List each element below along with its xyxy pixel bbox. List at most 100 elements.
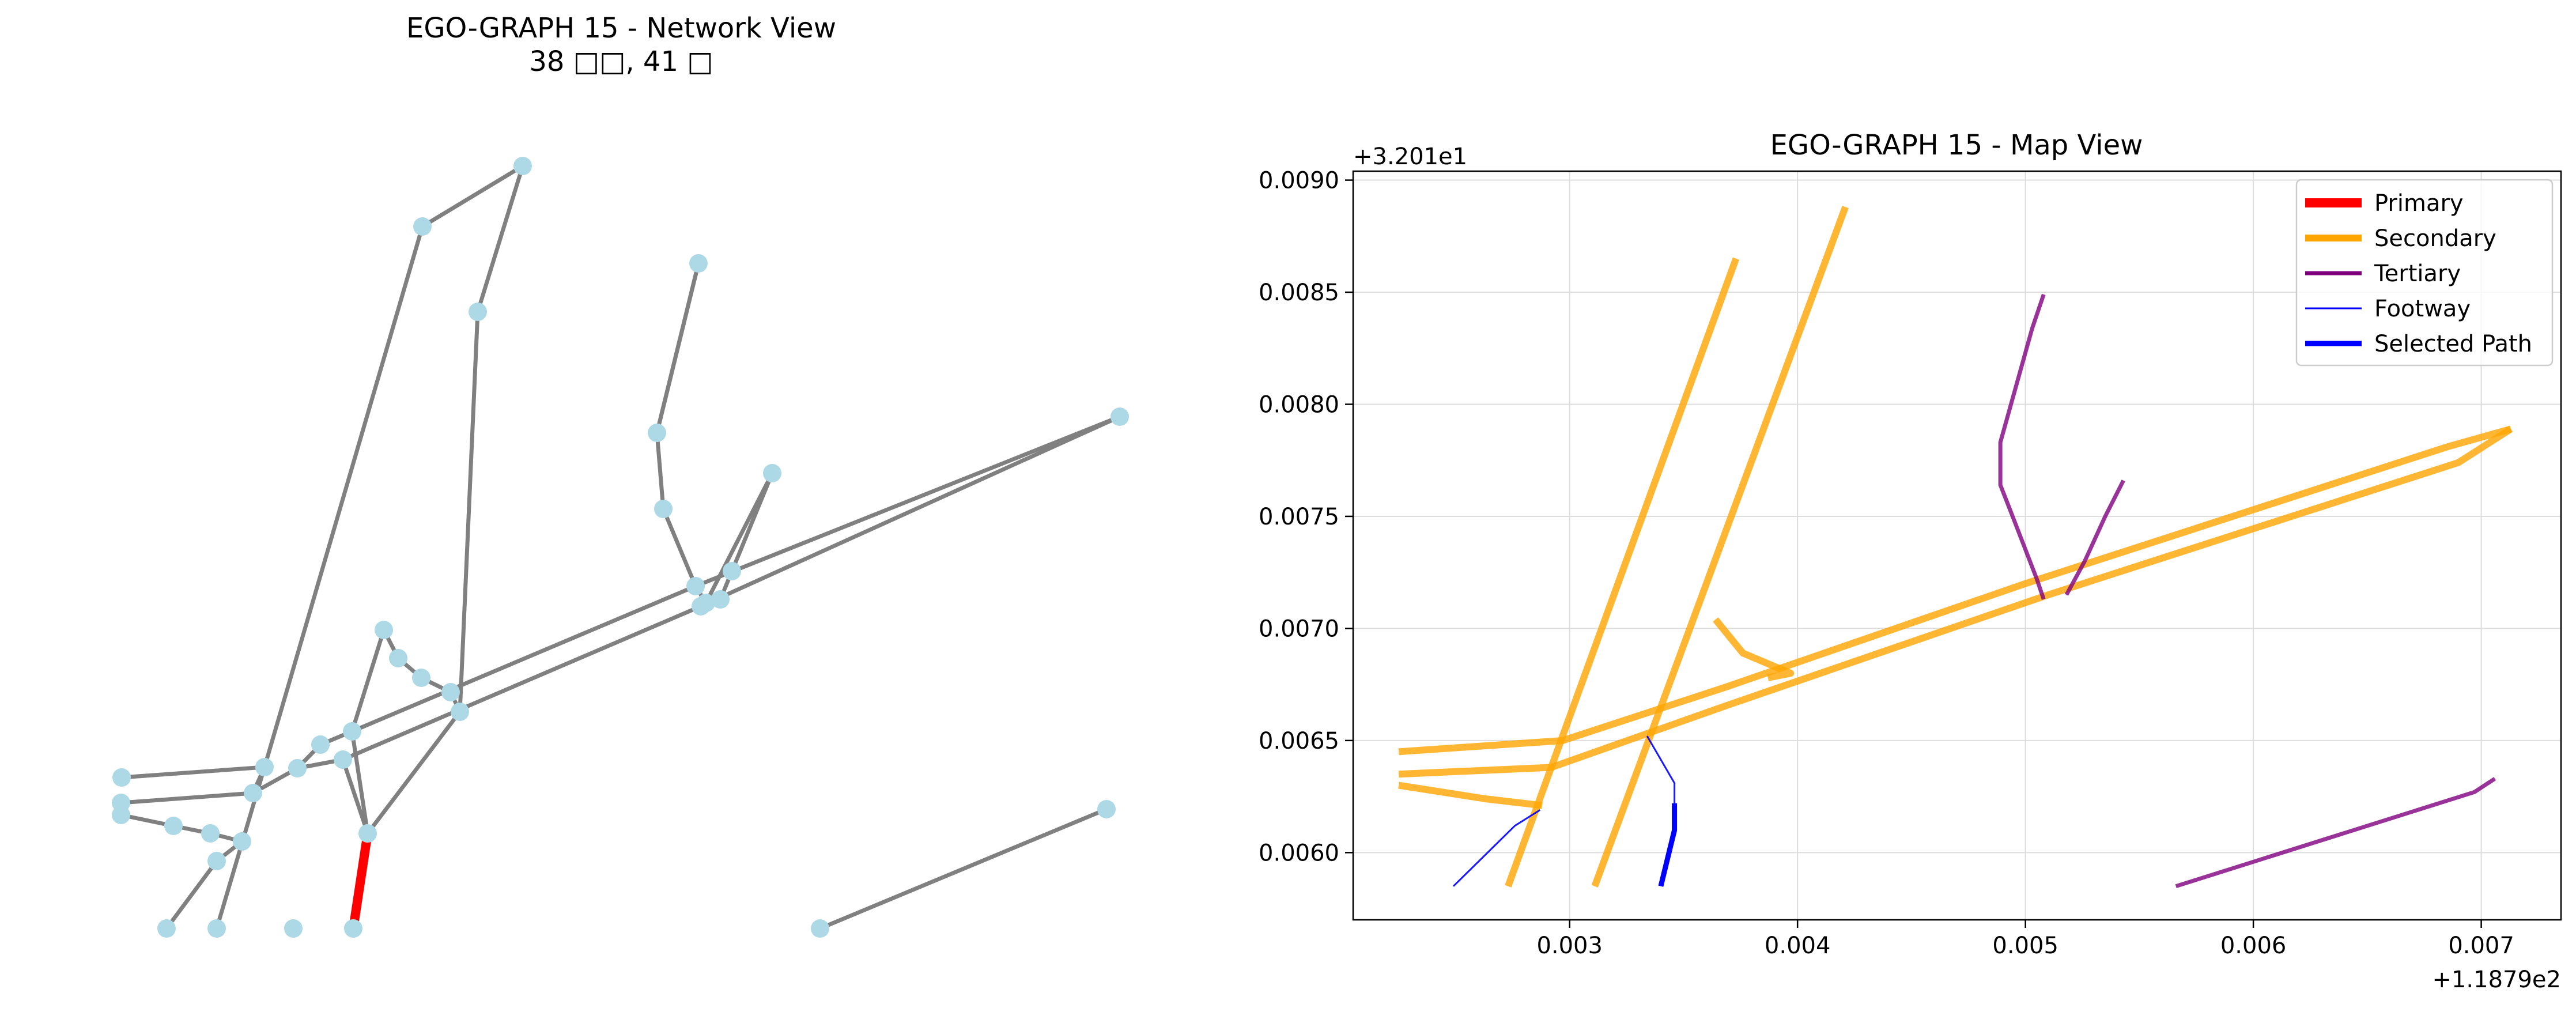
map-lines xyxy=(1398,206,2513,889)
network-edge xyxy=(164,859,219,931)
legend-box xyxy=(2295,179,2554,367)
map-road-tertiary xyxy=(1998,293,2046,600)
network-edge xyxy=(350,729,370,836)
network-node xyxy=(513,157,532,175)
network-node xyxy=(451,703,469,721)
network-node xyxy=(255,758,274,776)
y-tick-label: 0.0070 xyxy=(1259,616,1339,642)
map-road-secondary xyxy=(1398,425,2512,756)
map-road-footway xyxy=(1452,809,1541,887)
network-node xyxy=(648,424,666,442)
map-road-selected xyxy=(1658,803,1678,887)
network-node xyxy=(697,594,715,612)
map-road-secondary xyxy=(1398,426,2513,778)
network-node xyxy=(334,750,352,769)
network-edge xyxy=(350,628,386,734)
network-node xyxy=(723,562,741,580)
network-edge xyxy=(341,604,703,762)
map-y-ticks: 0.0060 0.0065 0.0070 0.0075 0.0080 0.0085 0.00… xyxy=(1259,168,1353,866)
map-panel: EGO-GRAPH 15 - Map View +3.201e1 +1.1879… xyxy=(1259,129,2562,993)
map-road-secondary xyxy=(1591,206,1849,888)
legend-items: Primary Secondary Tertiary Footway Selected … xyxy=(2305,190,2532,357)
network-edge xyxy=(420,164,525,229)
network-node xyxy=(654,500,673,518)
network-edge xyxy=(475,164,525,314)
network-node xyxy=(343,722,361,741)
network-node xyxy=(686,577,705,595)
map-axes-frame xyxy=(1352,170,2562,921)
network-node xyxy=(375,621,393,639)
network-node xyxy=(207,852,226,870)
network-node xyxy=(207,919,226,938)
network-node xyxy=(358,824,377,843)
y-offset-label: +3.201e1 xyxy=(1353,144,1467,170)
map-title: EGO-GRAPH 15 - Map View xyxy=(1770,129,2143,161)
network-node xyxy=(233,832,251,851)
network-node xyxy=(157,919,176,938)
legend-label-secondary: Secondary xyxy=(2374,225,2496,252)
network-node xyxy=(711,590,730,609)
network-node xyxy=(389,649,407,667)
network-node xyxy=(811,919,829,938)
network-node xyxy=(469,303,487,321)
y-tick-label: 0.0080 xyxy=(1259,391,1339,418)
y-tick-label: 0.0075 xyxy=(1259,504,1339,530)
network-nodes xyxy=(112,157,1129,938)
network-node xyxy=(164,817,183,835)
legend-label-selected: Selected Path xyxy=(2374,331,2532,357)
y-tick-label: 0.0065 xyxy=(1259,728,1339,754)
network-subtitle: 38 □□, 41 □ xyxy=(529,46,713,78)
network-node xyxy=(284,919,303,938)
network-path xyxy=(349,829,372,933)
x-tick-label: 0.003 xyxy=(1536,933,1603,959)
network-node xyxy=(201,824,220,843)
x-tick-label: 0.004 xyxy=(1765,933,1831,959)
network-edge xyxy=(262,224,425,769)
network-node xyxy=(441,683,460,701)
network-title: EGO-GRAPH 15 - Network View xyxy=(406,12,836,44)
map-road-secondary xyxy=(1398,782,1543,809)
network-edge xyxy=(698,414,1122,609)
legend-label-primary: Primary xyxy=(2374,190,2464,217)
x-tick-label: 0.005 xyxy=(1992,933,2058,959)
network-node xyxy=(1097,800,1116,818)
x-tick-label: 0.006 xyxy=(2220,933,2287,959)
network-node xyxy=(244,784,262,802)
network-edge xyxy=(365,709,462,836)
network-edge xyxy=(818,807,1109,931)
network-node xyxy=(412,669,430,687)
network-node xyxy=(344,919,362,938)
map-road-secondary xyxy=(1505,257,1740,888)
network-node xyxy=(288,759,307,777)
network-edge xyxy=(119,791,255,805)
y-tick-label: 0.0060 xyxy=(1259,840,1339,866)
network-edges xyxy=(119,164,1122,931)
network-edge xyxy=(350,584,698,734)
network-edge xyxy=(655,261,701,435)
legend-label-tertiary: Tertiary xyxy=(2374,261,2461,287)
network-edge xyxy=(119,765,267,780)
legend-label-footway: Footway xyxy=(2374,296,2471,322)
network-node xyxy=(311,735,330,754)
map-road-footway xyxy=(1646,735,1676,803)
network-node xyxy=(763,464,781,482)
network-edge xyxy=(661,507,698,588)
map-road-tertiary xyxy=(2175,777,2496,889)
map-road-tertiary xyxy=(2064,480,2125,596)
map-road-secondary xyxy=(1713,617,1795,681)
network-node xyxy=(413,217,432,236)
x-offset-label: +1.1879e2 xyxy=(2432,967,2561,993)
map-legend: Primary Secondary Tertiary Footway Selected … xyxy=(2295,179,2554,367)
y-tick-label: 0.0090 xyxy=(1259,168,1339,194)
network-node xyxy=(1111,407,1129,426)
y-tick-label: 0.0085 xyxy=(1259,280,1339,306)
network-panel: EGO-GRAPH 15 - Network View 38 □□, 41 □ xyxy=(112,12,1129,938)
network-edge xyxy=(693,414,1122,588)
map-x-ticks: 0.003 0.004 0.005 0.006 0.007 xyxy=(1536,920,2514,959)
network-path-edge xyxy=(349,829,372,933)
network-node xyxy=(112,806,130,824)
network-edge xyxy=(655,431,666,511)
x-tick-label: 0.007 xyxy=(2448,933,2514,959)
network-edge xyxy=(341,757,370,836)
